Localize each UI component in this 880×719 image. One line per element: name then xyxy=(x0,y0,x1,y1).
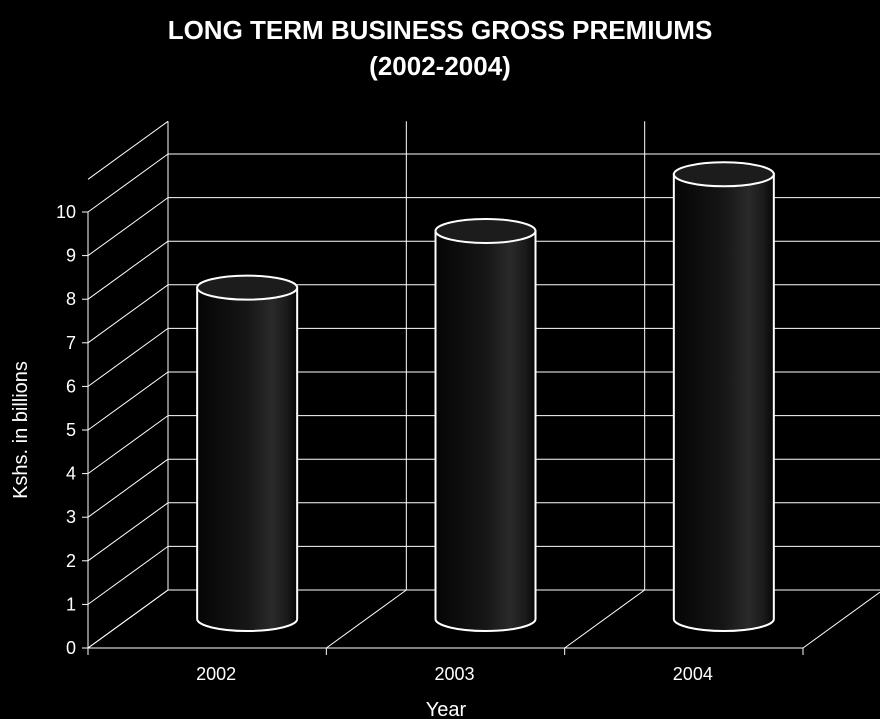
y-tick-label: 2 xyxy=(66,551,76,571)
y-tick-label: 4 xyxy=(66,464,76,484)
chart-title-block: LONG TERM BUSINESS GROSS PREMIUMS (2002-… xyxy=(0,12,880,84)
bar-top xyxy=(196,274,299,301)
y-tick-label: 0 xyxy=(66,638,76,658)
floor-line xyxy=(802,591,880,649)
side-wall-line xyxy=(87,415,169,475)
bar-top xyxy=(434,217,537,244)
bar-body xyxy=(434,229,537,632)
side-wall-line xyxy=(87,153,169,213)
floor-line xyxy=(87,589,169,649)
side-wall-line xyxy=(87,284,169,344)
x-tick-label: 2003 xyxy=(434,664,474,684)
y-tick-label: 5 xyxy=(66,420,76,440)
bar-2004 xyxy=(672,161,775,632)
y-tick-label: 1 xyxy=(66,594,76,614)
bar-2002 xyxy=(196,274,299,632)
side-wall-line xyxy=(87,458,169,518)
y-tick-label: 9 xyxy=(66,246,76,266)
x-tick-label: 2002 xyxy=(196,664,236,684)
bar-body xyxy=(672,173,775,632)
side-wall-line xyxy=(87,502,169,562)
axis-labels: Kshs. in billions Year xyxy=(10,361,467,719)
floor-line xyxy=(326,589,407,649)
bar-body xyxy=(196,286,299,632)
chart-subtitle: (2002-2004) xyxy=(369,51,511,81)
bar-2003 xyxy=(434,217,537,632)
x-tick-label: 2004 xyxy=(673,664,713,684)
bar-top xyxy=(672,161,775,188)
y-tick-label: 3 xyxy=(66,507,76,527)
side-wall-line xyxy=(87,240,169,300)
y-tick-label: 7 xyxy=(66,333,76,353)
axes: 0 1 2 3 4 5 6 7 8 9 10 2002 2003 2004 xyxy=(56,202,804,684)
side-wall-line xyxy=(87,545,169,605)
bars xyxy=(196,161,775,632)
side-wall-line xyxy=(87,197,169,257)
y-tick-label: 8 xyxy=(66,289,76,309)
x-axis-label: Year xyxy=(426,699,467,719)
side-wall-line xyxy=(87,327,169,387)
y-tick-label: 6 xyxy=(66,376,76,396)
y-axis-label: Kshs. in billions xyxy=(10,361,32,499)
side-wall-line xyxy=(87,371,169,431)
chart-title: LONG TERM BUSINESS GROSS PREMIUMS xyxy=(167,15,713,45)
floor-line xyxy=(564,589,645,649)
y-tick-label: 10 xyxy=(56,202,76,222)
side-wall-line xyxy=(87,120,169,180)
